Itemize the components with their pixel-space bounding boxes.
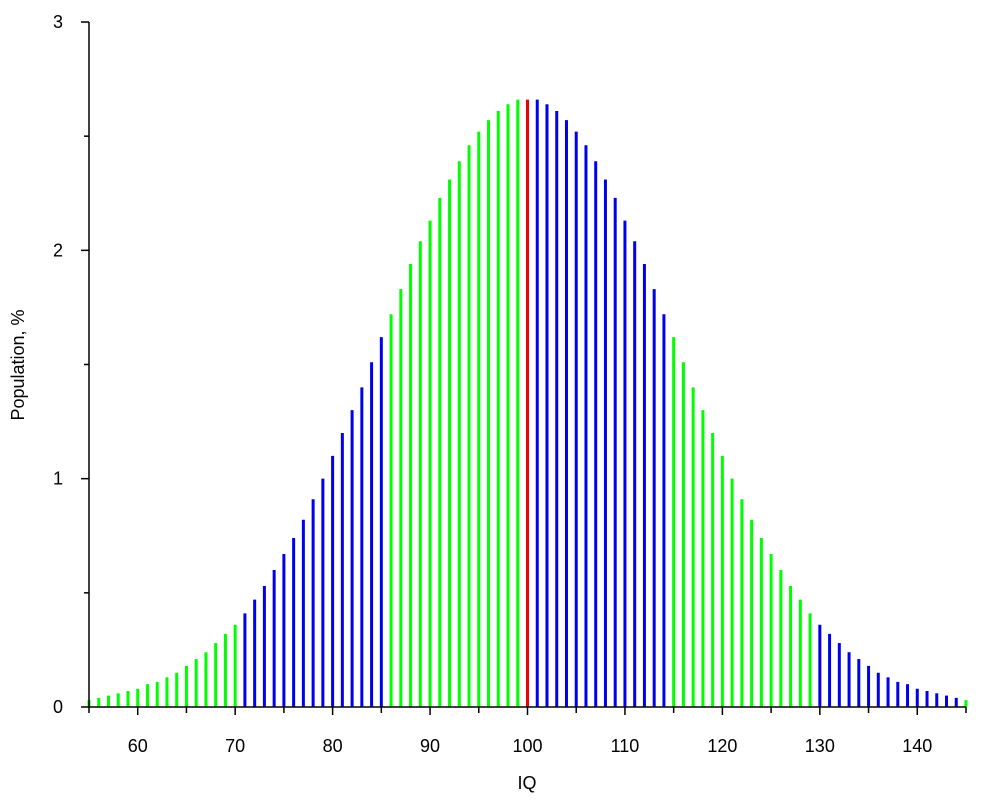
x-tick-label: 120 <box>707 736 737 756</box>
y-tick-label: 2 <box>53 240 63 260</box>
x-tick-label: 60 <box>128 736 148 756</box>
x-tick-label: 130 <box>805 736 835 756</box>
x-tick-label: 140 <box>902 736 932 756</box>
x-tick-label: 80 <box>323 736 343 756</box>
x-tick-label: 100 <box>512 736 542 756</box>
bars-group <box>87 99 968 707</box>
y-tick-label: 1 <box>53 469 63 489</box>
x-axis-ticks: 60 70 80 90 100 110 120 130 140 <box>88 707 967 756</box>
x-tick-label: 70 <box>225 736 245 756</box>
y-axis-title: Population, % <box>8 309 28 420</box>
x-tick-label: 90 <box>420 736 440 756</box>
y-tick-label: 0 <box>53 697 63 717</box>
x-axis-title: IQ <box>517 773 536 793</box>
y-tick-label: 3 <box>53 12 63 32</box>
y-axis-ticks: 0 1 2 3 <box>53 12 89 717</box>
x-tick-label: 110 <box>611 736 640 756</box>
